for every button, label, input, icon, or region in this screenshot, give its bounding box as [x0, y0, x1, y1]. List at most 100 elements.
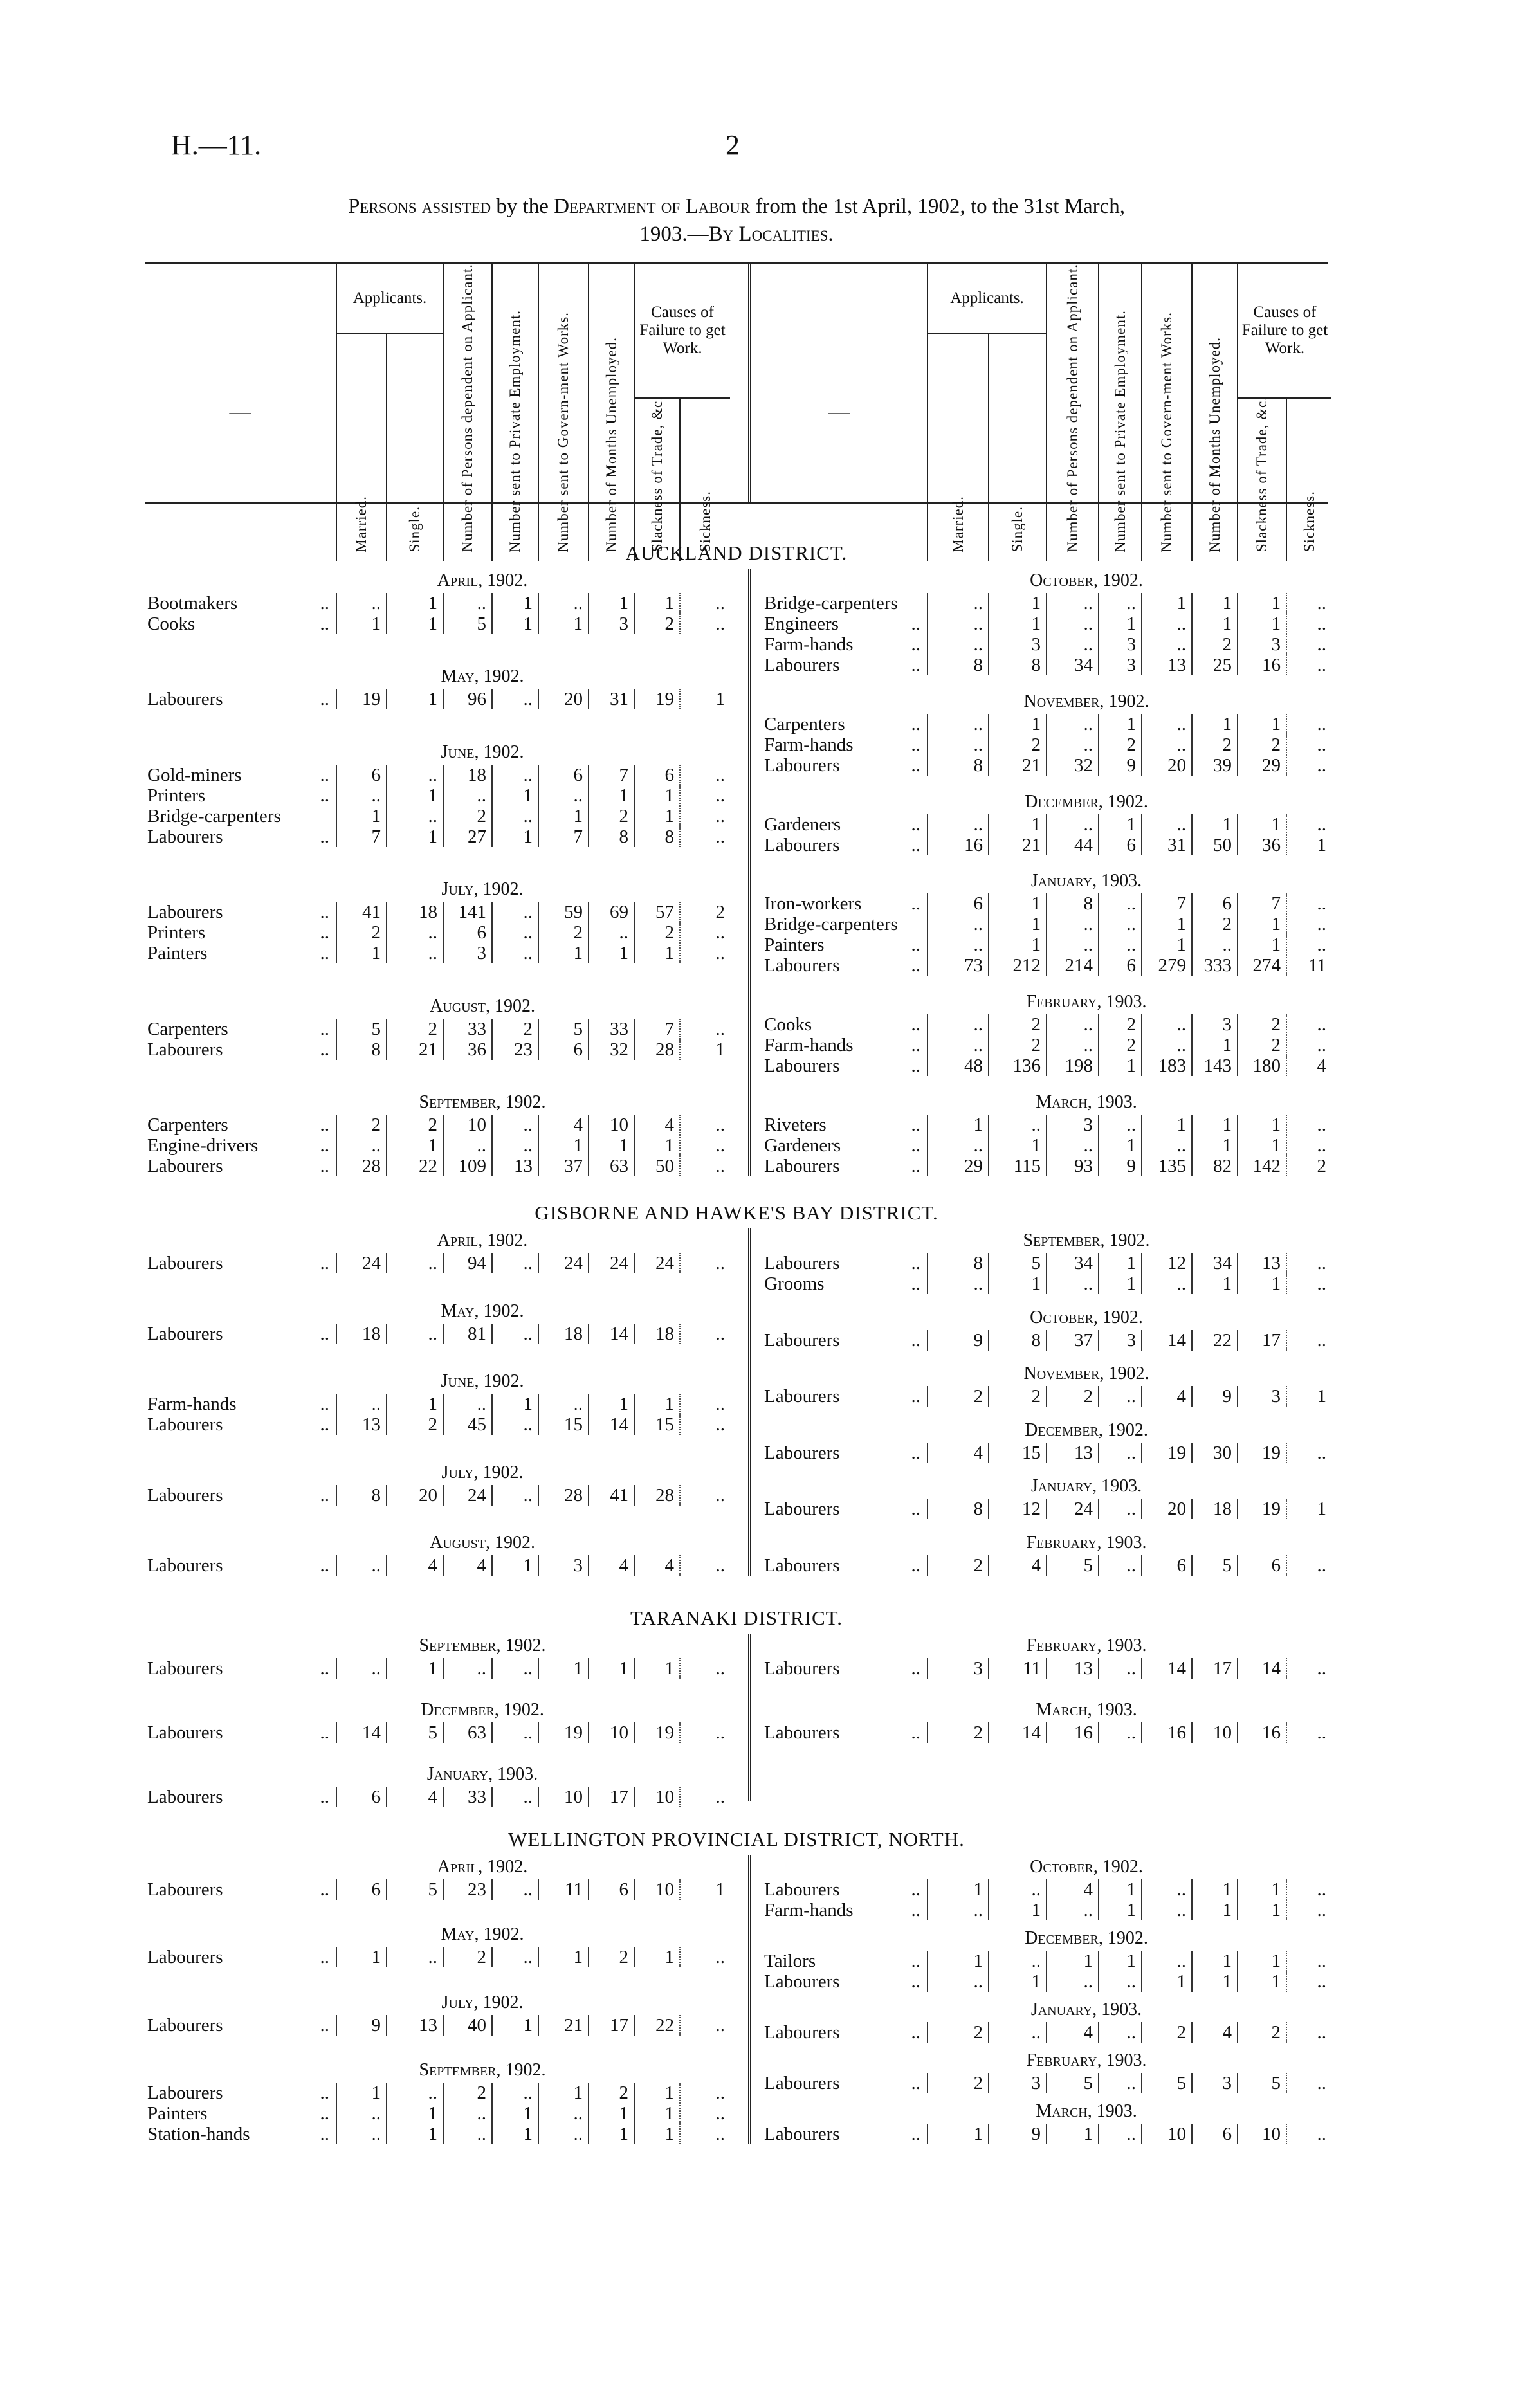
cell-slackness: 1: [1237, 1135, 1286, 1156]
cell-months: 2: [588, 805, 634, 826]
table-row: Labourers.. 8 12 24.. 20 18 19 1: [751, 1499, 1331, 1520]
table-row: Labourers.. 2 2 2.. 4 9 3 1: [751, 1386, 1331, 1407]
cell-government: ..: [1141, 1035, 1191, 1056]
cell-government: ..: [538, 593, 588, 614]
cell-sickness: ..: [1286, 2124, 1331, 2144]
month-heading: June, 1902.: [441, 742, 524, 762]
cell-months: 1: [588, 2123, 634, 2144]
leader-dots: ..: [320, 764, 330, 785]
district-left-column: April, 1902. Labourers.. 24.. 94.. 24 24 24.. M…: [145, 1228, 730, 1576]
cell-government: 1: [538, 1135, 588, 1156]
row-label-cell: Labourers..: [751, 1499, 927, 1519]
cell-private: 1: [1098, 713, 1141, 734]
cell-private: 1: [491, 1555, 538, 1576]
cell-sickness: ..: [1286, 1329, 1331, 1351]
cell-government: 1: [1141, 1114, 1191, 1135]
cell-dependents: ..: [1046, 914, 1098, 935]
row-label-cell: Labourers..: [145, 2015, 336, 2036]
leader-dots: ..: [320, 1018, 330, 1039]
cell-government: 16: [1141, 1722, 1191, 1743]
cell-married: 8: [927, 1499, 988, 1520]
cell-sickness: 11: [1286, 955, 1331, 976]
occupation-label: Labourers: [764, 1329, 840, 1351]
cell-months: 2: [1191, 914, 1237, 935]
month-heading: March, 1903.: [1036, 1091, 1137, 1112]
cell-single: 1: [988, 713, 1046, 734]
cell-single: 1: [386, 593, 443, 614]
cell-months: 333: [1191, 955, 1237, 976]
leader-dots: ..: [320, 785, 330, 806]
cell-slackness: 1: [634, 785, 679, 806]
district-body: April, 1902. Labourers.. 6 5 23.. 11 6 10 1 May, …: [145, 1855, 1328, 2144]
cell-married: ..: [927, 1273, 988, 1294]
cell-private: ..: [491, 1323, 538, 1344]
cell-government: 2: [538, 922, 588, 944]
leader-dots: ..: [320, 1787, 330, 1807]
cell-government: 20: [538, 689, 588, 710]
row-label-cell: Labourers..: [751, 1253, 927, 1273]
header-col-married: Married.: [927, 264, 988, 561]
header-col-slackness: Slackness of Trade, &c.: [634, 264, 679, 561]
occupation-label: Labourers: [147, 826, 223, 847]
occupation-label: Labourers: [764, 2124, 840, 2144]
cell-married: 1: [927, 1951, 988, 1971]
cell-government: 31: [1141, 834, 1191, 855]
leader-dots: ..: [911, 1951, 921, 1971]
cell-dependents: 81: [443, 1323, 491, 1344]
header-label-private: Number sent to Private Employment.: [507, 309, 523, 552]
cell-single: 15: [988, 1442, 1046, 1463]
occupation-label: Labourers: [147, 1555, 223, 1576]
cell-dependents: ..: [443, 2102, 491, 2124]
cell-single: 20: [386, 1484, 443, 1506]
table-row: Farm-hands.... 1.. 1.. 1 1..: [751, 1900, 1331, 1920]
cell-slackness: 10: [634, 1787, 679, 1807]
row-label-cell: Gardeners..: [751, 814, 927, 835]
header-causes: Causes of Failure to get Work.: [634, 264, 730, 399]
cell-private: ..: [491, 1787, 538, 1807]
month-block: September, 1902. Labourers.... 1.... 1 1 1..: [145, 1634, 730, 1679]
row-label-cell: Labourers..: [145, 689, 336, 709]
month-block: May, 1902. Labourers.. 19 1 96.. 20 31 19 1: [145, 664, 730, 710]
cell-government: 11: [538, 1879, 588, 1900]
leader-dots: ..: [911, 1900, 921, 1920]
cell-single: 5: [386, 1879, 443, 1900]
cell-slackness: 13: [1237, 1253, 1286, 1273]
cell-dependents: 16: [1046, 1722, 1098, 1743]
cell-slackness: 10: [634, 1879, 679, 1900]
leader-dots: ..: [911, 1114, 921, 1135]
cell-married: 4: [927, 1442, 988, 1463]
cell-dependents: 24: [443, 1484, 491, 1506]
cell-government: 20: [1141, 754, 1191, 776]
cell-slackness: 19: [634, 1722, 679, 1743]
cell-government: 5: [1141, 2073, 1191, 2093]
occupation-label: Bridge-carpenters: [764, 914, 898, 935]
leader-dots: ..: [911, 2073, 921, 2093]
cell-married: 18: [336, 1323, 386, 1344]
cell-private: ..: [491, 1414, 538, 1435]
cell-single: 1: [988, 1900, 1046, 1920]
cell-slackness: 142: [1237, 1155, 1286, 1176]
table-row: Labourers.. 2 4 5.. 6 5 6..: [751, 1555, 1331, 1576]
cell-government: 7: [1141, 893, 1191, 915]
occupation-label: Cooks: [147, 614, 196, 634]
header-dash: —: [828, 400, 850, 424]
district-right-column: September, 1902. Labourers.. 8 5 34 1 12 34 13..…: [748, 1228, 1331, 1576]
cell-government: ..: [1141, 634, 1191, 655]
table-row: Labourers.. 1.. 2.. 1 2 1..: [145, 1947, 730, 1968]
cell-married: 5: [336, 1018, 386, 1039]
cell-government: 37: [538, 1155, 588, 1176]
cell-dependents: 33: [443, 1018, 491, 1039]
occupation-label: Labourers: [764, 1253, 840, 1273]
table-row: Labourers.. 16 21 44 6 31 50 36 1: [751, 834, 1331, 855]
cell-slackness: 28: [634, 1484, 679, 1506]
cell-slackness: 1: [634, 2123, 679, 2144]
cell-months: 1: [1191, 1114, 1237, 1135]
cell-sickness: ..: [1286, 734, 1331, 755]
header-col-private: Number sent to Private Employment.: [491, 264, 538, 561]
month-block: December, 1902. Gardeners.... 1.. 1.. 1 1.. La…: [751, 790, 1331, 855]
cell-months: 17: [588, 1787, 634, 1807]
cell-single: 4: [386, 1787, 443, 1807]
cell-dependents: 94: [443, 1253, 491, 1273]
cell-dependents: 109: [443, 1155, 491, 1176]
leader-dots: ..: [320, 2123, 330, 2144]
